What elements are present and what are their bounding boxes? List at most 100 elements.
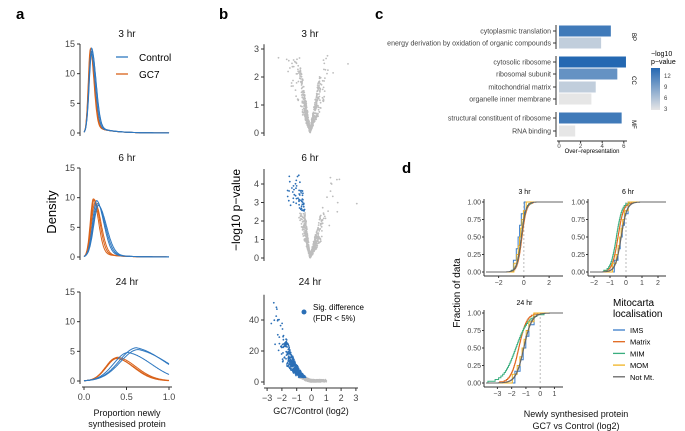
y-tick-label: 0 (70, 376, 75, 386)
point-not-significant (314, 241, 317, 244)
point-significant (285, 340, 288, 343)
point-significant (292, 185, 295, 187)
y-tick-label: 15 (65, 39, 75, 49)
x-tick-label: 0.0 (78, 392, 91, 402)
point-not-significant (317, 86, 319, 88)
point-not-significant (309, 125, 312, 128)
point-significant (299, 371, 302, 373)
ecdf-line-notmt (486, 201, 563, 273)
bar (559, 68, 618, 80)
y-tick-label: 0 (254, 253, 259, 263)
point-not-significant (305, 241, 308, 243)
point-not-significant (301, 90, 304, 93)
point-not-significant (324, 68, 327, 71)
panel-label-c: c (375, 6, 383, 23)
x-tick-label: −2 (508, 391, 516, 398)
point-not-significant (299, 67, 302, 69)
point-not-significant (292, 59, 295, 61)
panel-a-density: 3 hr 6 hr 24 hr Density Proportion newly… (44, 29, 175, 429)
point-not-significant (314, 112, 317, 115)
point-not-significant (327, 210, 329, 213)
point-significant (282, 345, 285, 348)
bar-label: cytosolic ribosome (493, 60, 551, 67)
point-not-significant (311, 124, 314, 127)
point-not-significant (317, 224, 320, 227)
bar-label: ribosomal subunit (496, 72, 551, 79)
point-not-significant (317, 96, 320, 99)
colorbar-tick-label: 6 (664, 96, 668, 102)
point-significant (303, 375, 306, 378)
point-not-significant (317, 87, 320, 90)
facet-label: MF (630, 120, 636, 129)
point-not-significant (325, 379, 327, 382)
bar (559, 25, 611, 37)
point-not-significant (304, 116, 307, 118)
point-not-significant (326, 54, 329, 57)
point-not-significant (291, 65, 294, 68)
y-tick-label: 2 (254, 216, 259, 226)
point-significant (301, 201, 304, 204)
point-significant (287, 345, 290, 347)
point-significant (294, 194, 297, 197)
point-significant (298, 203, 300, 206)
point-not-significant (304, 97, 306, 100)
point-not-significant (314, 108, 317, 111)
point-significant (298, 193, 301, 195)
point-significant (281, 343, 284, 346)
point-not-significant (298, 77, 301, 80)
point-not-significant (299, 212, 301, 215)
point-not-significant (321, 88, 324, 91)
point-not-significant (317, 380, 320, 383)
point-not-significant (303, 223, 306, 226)
point-significant (287, 359, 290, 361)
point-not-significant (297, 68, 299, 71)
colorbar-tick-label: 9 (664, 85, 668, 91)
point-not-significant (309, 128, 312, 131)
y-tick-label: 0 (254, 377, 259, 387)
point-not-significant (321, 96, 324, 99)
point-not-significant (290, 85, 293, 87)
point-not-significant (312, 248, 314, 251)
point-not-significant (308, 380, 311, 382)
point-significant (286, 195, 289, 198)
point-significant (297, 174, 300, 177)
point-not-significant (321, 222, 324, 225)
point-significant (287, 362, 289, 364)
facet-label: BP (630, 33, 636, 41)
point-significant (275, 315, 278, 317)
y-tick-label: 4 (254, 179, 259, 189)
y-tick-label: 3 (254, 198, 259, 208)
point-not-significant (306, 246, 309, 248)
point-not-significant (304, 100, 307, 102)
point-significant (300, 189, 302, 192)
point-not-significant (321, 230, 323, 232)
point-not-significant (316, 230, 318, 232)
facet-title: 3 hr (118, 29, 136, 40)
x-tick-label: −3 (262, 393, 272, 403)
y-tick-label: 1.00 (571, 200, 585, 207)
point-significant (280, 345, 282, 348)
point-not-significant (309, 256, 311, 259)
point-not-significant (292, 85, 294, 87)
point-significant (302, 205, 305, 208)
bar-label: cytoplasmic translation (480, 29, 551, 36)
point-significant (302, 192, 304, 195)
point-not-significant (305, 104, 308, 107)
point-not-significant (312, 244, 315, 247)
point-significant (300, 192, 302, 194)
point-significant (287, 348, 290, 351)
point-significant (293, 364, 296, 367)
point-not-significant (319, 216, 321, 219)
point-not-significant (317, 104, 319, 107)
y-tick-label: 0.75 (571, 217, 585, 224)
point-not-significant (314, 103, 316, 106)
bar-label: mitochondrial matrix (488, 85, 551, 92)
point-not-significant (319, 76, 322, 79)
point-not-significant (336, 201, 339, 204)
x-tick-label: 3 (353, 393, 358, 403)
point-not-significant (306, 124, 309, 126)
ecdf-line-matrix (486, 312, 563, 384)
point-significant (278, 318, 280, 321)
facet-title: 6 hr (622, 189, 635, 196)
